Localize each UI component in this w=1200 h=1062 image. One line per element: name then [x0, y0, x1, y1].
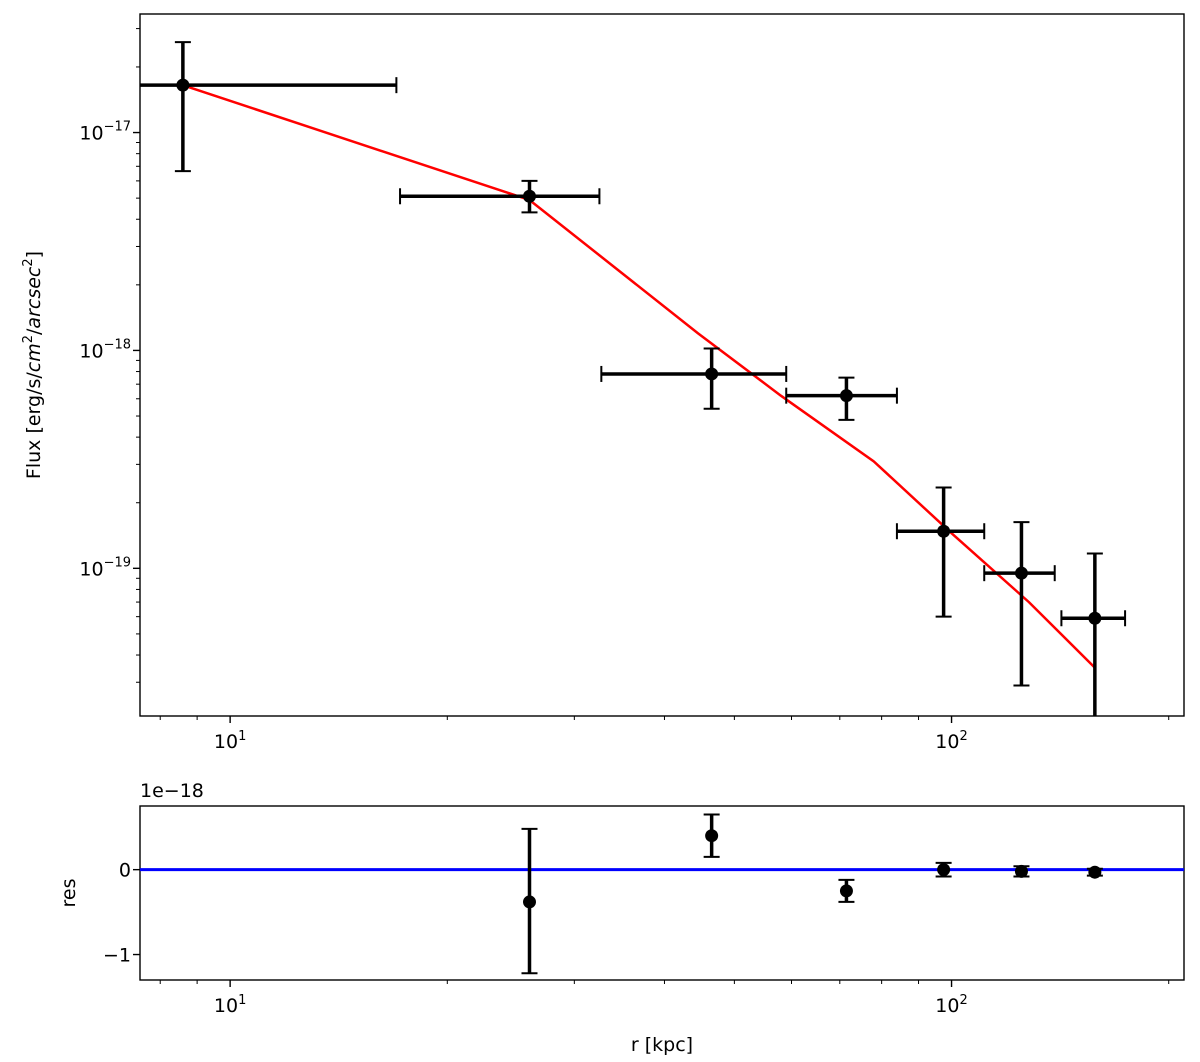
residual-data-point — [1088, 865, 1102, 879]
flux-data-point — [1014, 566, 1028, 580]
residual-y-tick-group: −1 0 — [103, 860, 140, 967]
flux-x-tick-group: 101 102 — [159, 716, 1170, 753]
flux-y-tick-group: 10−17 10−18 10−19 — [79, 28, 140, 683]
flux-y-tick-label: 10−17 — [79, 120, 131, 145]
flux-errorbar — [1060, 552, 1127, 716]
flux-data-point — [705, 367, 719, 381]
flux-errorbar — [140, 41, 398, 173]
residual-x-tick-label: 102 — [935, 993, 967, 1017]
flux-panel: 101 102 10−17 10−18 10−19 Flux [erg/s/cm2/a… — [21, 13, 1185, 753]
flux-y-axis-label: Flux [erg/s/cm2/arcsec2] — [21, 251, 45, 479]
flux-errorbar — [983, 521, 1056, 687]
residual-errorbar-group — [521, 813, 1103, 975]
model-fit-line — [182, 84, 1096, 669]
flux-x-tick-label: 101 — [214, 729, 246, 753]
residual-y-axis-label: res — [58, 879, 80, 908]
residual-data-point — [523, 895, 537, 909]
residual-offset-text: 1e−18 — [140, 780, 204, 802]
flux-point-group — [176, 78, 1102, 625]
residual-point-group — [523, 829, 1102, 909]
residual-panel-frame — [139, 805, 1185, 981]
x-axis-label: r [kpc] — [631, 1034, 693, 1056]
flux-errorbar — [399, 179, 601, 214]
residual-data-point — [1014, 864, 1028, 878]
flux-data-point — [176, 78, 190, 92]
flux-x-tick-label: 102 — [935, 729, 967, 753]
flux-errorbar-group — [140, 41, 1127, 716]
flux-data-point — [1088, 611, 1102, 625]
flux-data-point — [523, 189, 537, 203]
residual-x-tick-group: 101 102 — [159, 980, 1170, 1017]
residual-y-tick-label: −1 — [103, 945, 131, 967]
residual-data-point — [937, 863, 951, 877]
flux-y-tick-label: 10−19 — [79, 555, 131, 580]
model-line-group — [182, 84, 1096, 669]
flux-panel-frame — [139, 13, 1185, 717]
residual-panel: 101 102 −1 0 1e−18 res r [kpc] — [58, 780, 1185, 1056]
flux-data-point — [839, 389, 853, 403]
residual-x-tick-label: 101 — [214, 993, 246, 1017]
residual-y-tick-label: 0 — [119, 860, 131, 882]
residual-data-point — [839, 884, 853, 898]
flux-y-tick-label: 10−18 — [79, 337, 131, 362]
residual-data-point — [705, 829, 719, 843]
flux-data-point — [937, 524, 951, 538]
